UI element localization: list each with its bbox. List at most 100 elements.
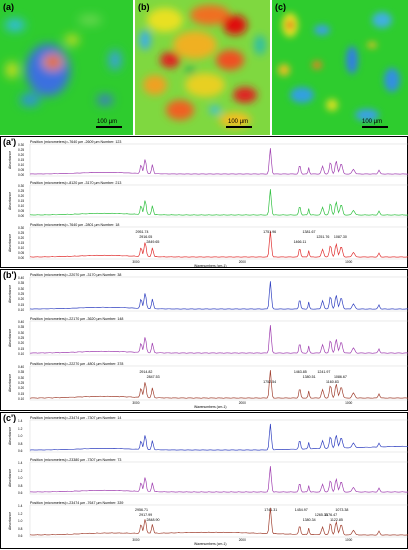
- plot-frame: [29, 419, 408, 453]
- peak-label: 1176.47: [324, 513, 338, 518]
- y-tick-label: 1.4: [18, 504, 23, 508]
- y-tick-label: 0.30: [18, 143, 25, 147]
- y-tick-label: 1.4: [18, 419, 23, 423]
- spectrum-panel: Position (micrometers)=-23474 µm -7647 µ…: [8, 501, 408, 546]
- spectrum-line: [29, 231, 408, 258]
- spectra-group-a: (a') Position (micrometers)=-7640 µm -260…: [0, 136, 408, 268]
- heatmap-a: [0, 0, 133, 135]
- plot-frame: [29, 504, 408, 538]
- y-tick-label: 0.05: [18, 168, 25, 172]
- y-tick-label: 0.10: [18, 397, 25, 401]
- spectrum-title: Position (micrometers)=-22070 µm -3170 µ…: [30, 273, 122, 277]
- y-tick-label: 0.20: [18, 194, 25, 198]
- spectrum-plot: [29, 461, 408, 495]
- peak-label: 1265.35: [314, 513, 328, 518]
- plot-frame: [29, 320, 408, 356]
- spectrum-panel: Position (micrometers)=-7640 µm -2801 µm…: [8, 223, 408, 268]
- spectrum-panel: Position (micrometers)=-22070 µm -3170 µ…: [8, 273, 408, 315]
- map-a-scalebar: [96, 126, 122, 128]
- spectrum-plot: [29, 365, 408, 401]
- plot-frame: [29, 461, 408, 495]
- plot-frame: [29, 143, 408, 177]
- peak-label: 1466.11: [293, 240, 307, 245]
- map-b-scale-label: 100 µm: [228, 119, 249, 125]
- y-tick-label: 1.4: [18, 461, 23, 465]
- spectrum-line: [29, 148, 408, 175]
- spectrum-panel: Position (micrometers)=-23474 µm -7307 µ…: [8, 416, 408, 456]
- spectrum-title: Position (micrometers)=-7640 µm -2801 µm…: [30, 223, 120, 227]
- spectrum-plot: [29, 276, 408, 312]
- y-tick-label: 0.30: [18, 330, 25, 335]
- y-tick-label: 0.35: [18, 370, 25, 375]
- y-tick-label: 0.6: [18, 491, 23, 495]
- y-tick-label: 0.30: [18, 226, 25, 230]
- y-tick-label: 0.05: [18, 251, 25, 255]
- peak-label: 1463.85: [293, 369, 307, 374]
- peak-label: 1086.67: [333, 374, 347, 379]
- peak-label: 2849.65: [146, 240, 160, 245]
- y-tick-label: 0.20: [18, 236, 25, 240]
- y-tick-label: 0.10: [18, 163, 25, 167]
- spectrum-plot: [29, 504, 408, 538]
- y-tick-label: 0.25: [18, 189, 25, 193]
- y-tick-label: 0.10: [18, 308, 25, 312]
- y-tick-label: 0.05: [18, 209, 25, 213]
- x-axis-label: Wavenumbers (cm-1): [194, 264, 227, 268]
- y-tick-label: 0.35: [18, 325, 25, 330]
- y-tick-label: 0.15: [18, 391, 25, 396]
- x-axis-label: Wavenumbers (cm-1): [194, 405, 227, 409]
- y-tick-label: 0.30: [18, 375, 25, 380]
- y-tick-label: 0.6: [18, 534, 23, 538]
- peak-label: 1752.54: [263, 379, 277, 384]
- spectrum-plot: [29, 184, 408, 218]
- y-tick-label: 0.6: [18, 449, 23, 453]
- spectra-group-label: (a'): [3, 137, 17, 147]
- y-tick-label: 0.30: [18, 184, 25, 188]
- map-c-label: (c): [275, 2, 286, 12]
- peak-label: 2847.53: [146, 374, 160, 379]
- spectrum-line: [29, 281, 408, 310]
- spectrum-line: [29, 423, 408, 451]
- y-tick-label: 0.25: [18, 336, 25, 340]
- spectra-group-c: (c') Position (micrometers)=-23474 µm -73…: [0, 412, 408, 549]
- y-tick-label: 1.0: [18, 476, 23, 480]
- peak-label: 2951.74: [135, 230, 149, 235]
- y-tick-label: 0.20: [18, 386, 25, 391]
- peak-label: 1380.34: [302, 518, 316, 523]
- y-tick-label: 0.10: [18, 204, 25, 208]
- y-tick-label: 0.15: [18, 346, 25, 351]
- y-tick-label: 1.2: [18, 468, 23, 473]
- peak-label: 2917.99: [139, 513, 153, 518]
- spectrum-title: Position (micrometers)=-22270 µm -4801 µ…: [30, 362, 124, 366]
- spectrum-title: Position (micrometers)=-23474 µm -7307 µ…: [30, 416, 122, 420]
- y-tick-label: 0.40: [18, 365, 25, 369]
- map-b-scalebar: [226, 126, 252, 128]
- peak-label: 1241.97: [317, 369, 331, 374]
- y-tick-label: 0.8: [18, 483, 23, 488]
- y-tick-label: 0.00: [18, 173, 25, 177]
- x-axis-label: Wavenumbers (cm-1): [194, 542, 227, 546]
- y-tick-label: 1.2: [18, 511, 23, 516]
- peak-label: 1122.85: [330, 518, 343, 523]
- y-tick-label: 0.20: [18, 153, 25, 157]
- peak-label: 2914.82: [139, 369, 153, 374]
- x-tick-label: 3000: [132, 260, 140, 264]
- spectrum-line: [29, 325, 408, 354]
- map-a: [0, 0, 133, 135]
- y-tick-label: 0.10: [18, 246, 25, 250]
- y-tick-label: 0.8: [18, 526, 23, 531]
- peak-label: 1160.83: [326, 379, 339, 384]
- y-tick-label: 1.2: [18, 426, 23, 431]
- spectrum-panel: Position (micrometers)=-7640 µm -2609 µm…: [8, 140, 408, 180]
- x-tick-label: 2000: [238, 260, 246, 264]
- map-a-scale-label: 100 µm: [97, 119, 118, 125]
- peak-label: 1073.38: [335, 508, 349, 513]
- y-tick-label: 0.15: [18, 199, 25, 203]
- y-tick-label: 0.15: [18, 241, 25, 245]
- y-tick-label: 0.15: [18, 302, 25, 307]
- map-c: [272, 0, 408, 135]
- peak-label: 1454.97: [294, 508, 308, 513]
- x-tick-label: 1000: [345, 538, 353, 542]
- x-tick-label: 2000: [238, 538, 246, 542]
- map-c-scalebar: [362, 126, 388, 128]
